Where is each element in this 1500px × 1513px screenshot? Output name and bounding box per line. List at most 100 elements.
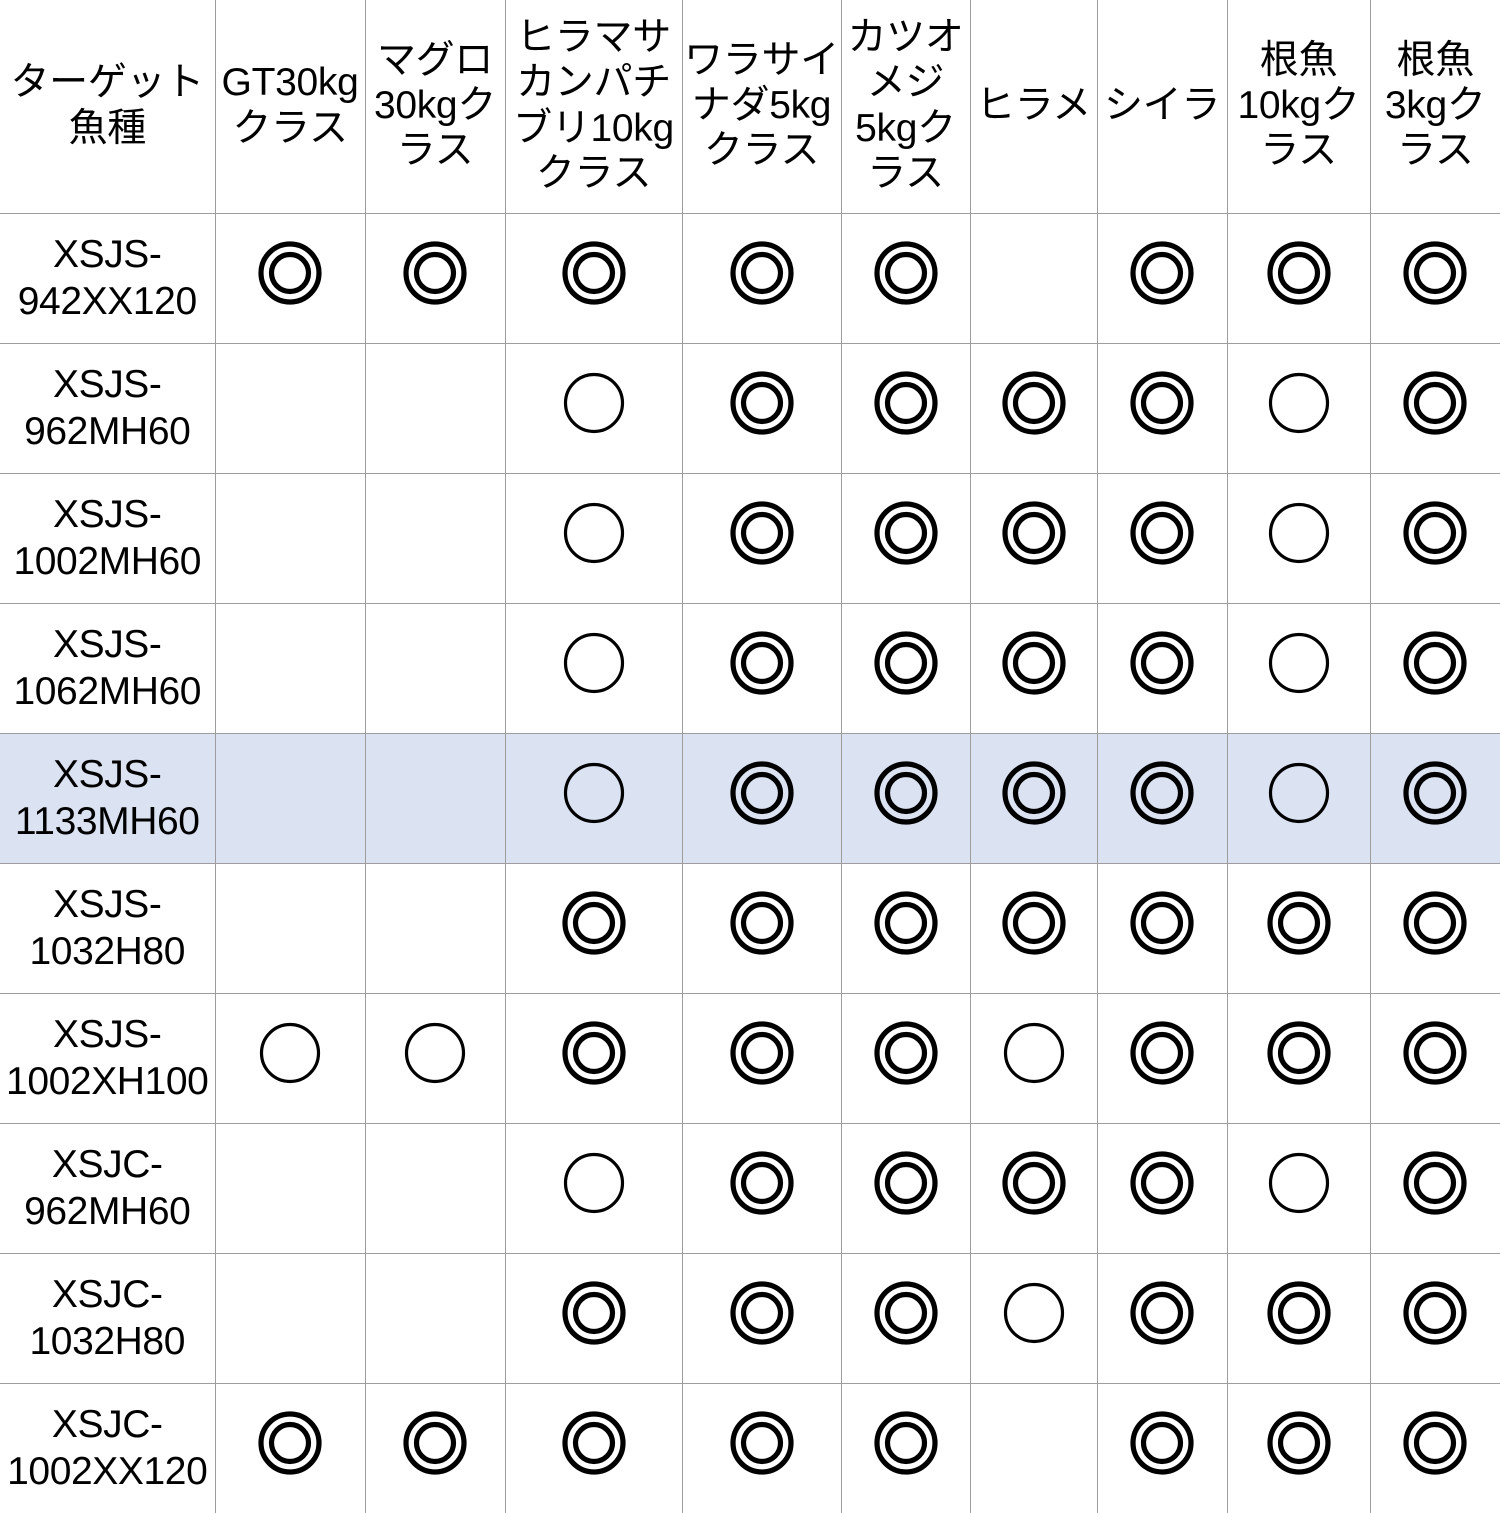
double-circle-icon [1403,761,1467,825]
double-circle-icon [403,241,467,305]
cell-hiramasa [505,1384,682,1513]
double-circle-icon [730,631,794,695]
cell-shiira [1097,864,1227,994]
double-circle-icon [730,501,794,565]
model-name-line: XSJS- [4,882,211,929]
cell-neuo10 [1227,1124,1370,1254]
column-header-line: シイラ [1104,84,1220,127]
cell-neuo3 [1370,864,1500,994]
model-name-line: XSJS- [4,622,211,669]
cell-shiira [1097,474,1227,604]
double-circle-icon [730,891,794,955]
column-header-line: 5kg [769,84,831,127]
cell-neuo3 [1370,1124,1500,1254]
cell-gt [215,604,365,734]
double-circle-icon [562,1411,626,1475]
model-name-line: 1002XH100 [4,1059,211,1106]
cell-maguro [365,734,505,864]
cell-neuo10 [1227,214,1370,344]
double-circle-icon [874,1281,938,1345]
double-circle-icon [1130,761,1194,825]
column-header-line: ワラサ [684,39,800,82]
table-row: XSJS-1002MH60 [0,474,1500,604]
cell-hiramasa [505,214,682,344]
double-circle-icon [1403,1151,1467,1215]
cell-shiira [1097,734,1227,864]
cell-katsuo [841,344,970,474]
cell-gt [215,864,365,994]
model-name-line: XSJC- [4,1142,211,1189]
cell-katsuo [841,1384,970,1513]
cell-hiramasa [505,344,682,474]
double-circle-icon [562,891,626,955]
column-header-line: 30kg [374,84,457,127]
cell-neuo10 [1227,994,1370,1124]
double-circle-icon [1267,1281,1331,1345]
cell-hirame [970,344,1097,474]
cell-neuo3 [1370,1254,1500,1384]
row-header-model: XSJS-1062MH60 [0,604,215,734]
cell-katsuo [841,1124,970,1254]
cell-katsuo [841,864,970,994]
cell-maguro [365,604,505,734]
cell-hiramasa [505,1254,682,1384]
double-circle-icon [1130,1021,1194,1085]
model-name-line: 962MH60 [4,1189,211,1236]
cell-hirame [970,604,1097,734]
model-name-line: XSJS- [4,492,211,539]
double-circle-icon [1403,501,1467,565]
cell-gt [215,994,365,1124]
cell-neuo10 [1227,734,1370,864]
model-name-line: 962MH60 [4,409,211,456]
cell-hirame [970,994,1097,1124]
column-header-warasa: ワラサイナダ5kgクラス [682,0,841,214]
model-name-line: 1062MH60 [4,669,211,716]
double-circle-icon [1002,371,1066,435]
model-name-line: XSJC- [4,1272,211,1319]
cell-neuo10 [1227,604,1370,734]
table-row: XSJS-1133MH60 [0,734,1500,864]
single-circle-icon [562,1151,626,1215]
model-name-line: 1002MH60 [4,539,211,586]
table-row: XSJS-1002XH100 [0,994,1500,1124]
cell-warasa [682,994,841,1124]
double-circle-icon [874,1021,938,1085]
row-header-model: XSJS-1133MH60 [0,734,215,864]
cell-shiira [1097,344,1227,474]
column-header-maguro: マグロ30kgクラス [365,0,505,214]
single-circle-icon [562,631,626,695]
single-circle-icon [562,371,626,435]
cell-hiramasa [505,864,682,994]
column-header-line: 3kg [1385,84,1447,127]
cell-maguro [365,994,505,1124]
single-circle-icon [562,761,626,825]
cell-warasa [682,734,841,864]
double-circle-icon [562,241,626,305]
column-header-line: クラス [704,129,819,172]
column-header-line: クラス [232,107,347,150]
single-circle-icon [1002,1281,1066,1345]
single-circle-icon [562,501,626,565]
cell-neuo3 [1370,474,1500,604]
cell-neuo3 [1370,994,1500,1124]
table-row: XSJS-1032H80 [0,864,1500,994]
cell-maguro [365,864,505,994]
double-circle-icon [403,1411,467,1475]
model-name-line: 1133MH60 [4,799,211,846]
column-header-hirame: ヒラメ [970,0,1097,214]
double-circle-icon [258,241,322,305]
single-circle-icon [1002,1021,1066,1085]
cell-hiramasa [505,474,682,604]
cell-gt [215,1124,365,1254]
column-header-line: カンパチ [516,61,671,104]
cell-gt [215,1254,365,1384]
model-name-line: 1032H80 [4,929,211,976]
cell-warasa [682,344,841,474]
double-circle-icon [1002,501,1066,565]
column-header-hiramasa: ヒラマサカンパチブリ10kgクラス [505,0,682,214]
column-header-line: ヒラマサ [516,16,671,59]
cell-hiramasa [505,734,682,864]
cell-shiira [1097,214,1227,344]
